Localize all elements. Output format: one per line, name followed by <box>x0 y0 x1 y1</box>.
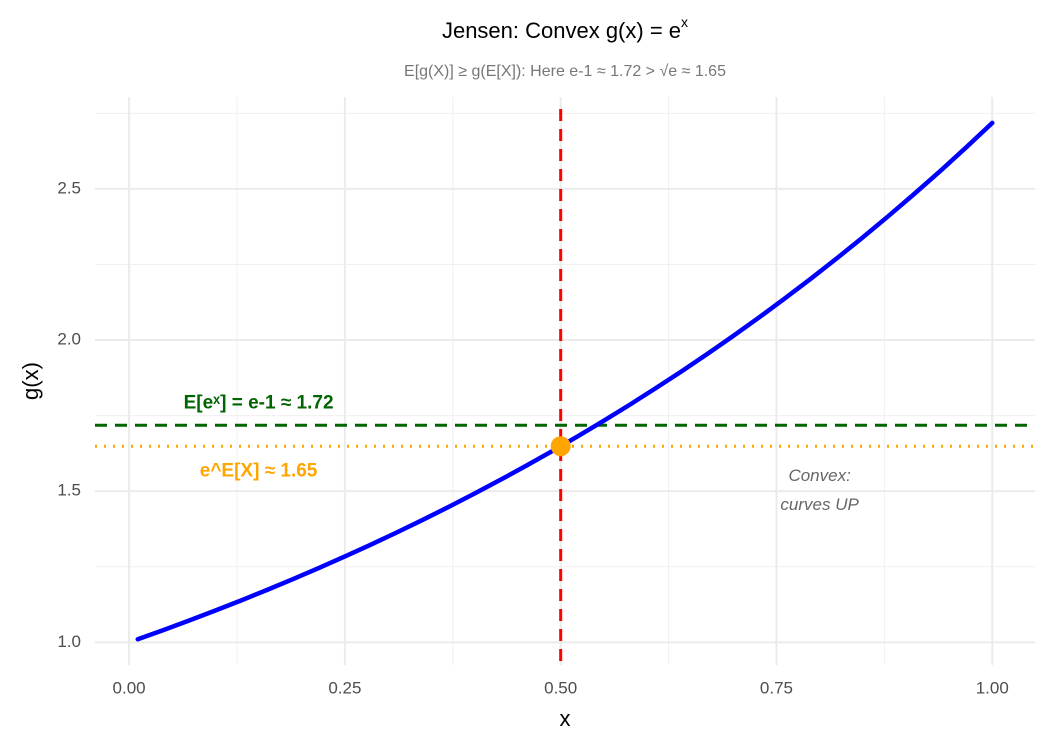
subtitle: E[g(X)] ≥ g(E[X]): Here e-1 ≈ 1.72 > √e … <box>404 63 726 80</box>
chart-title: Jensen: Convex g(x) = ex <box>442 14 688 43</box>
mean-point <box>550 436 571 457</box>
x-tick-label: 0.50 <box>544 678 577 697</box>
x-tick-label: 0.75 <box>760 678 793 697</box>
y-tick-label: 1.0 <box>57 632 81 651</box>
y-axis-label: g(x) <box>18 362 43 400</box>
title-text: Jensen: Convex g(x) = e <box>442 18 681 43</box>
y-tick-label: 2.5 <box>57 178 81 197</box>
title-superscript: x <box>681 14 688 30</box>
x-axis-label: x <box>560 706 571 731</box>
curve <box>135 120 995 642</box>
x-tick-label: 0.25 <box>328 678 361 697</box>
annotation: curves UP <box>780 495 859 514</box>
annotation: e^E[X] ≈ 1.65 <box>200 461 318 482</box>
annotation: Convex: <box>788 466 851 485</box>
x-tick-label: 1.00 <box>976 678 1009 697</box>
annotation: E[eˣ] = e-1 ≈ 1.72 <box>184 393 334 414</box>
y-tick-label: 1.5 <box>57 481 81 500</box>
y-tick-label: 2.0 <box>57 330 81 349</box>
x-tick-label: 0.00 <box>113 678 146 697</box>
